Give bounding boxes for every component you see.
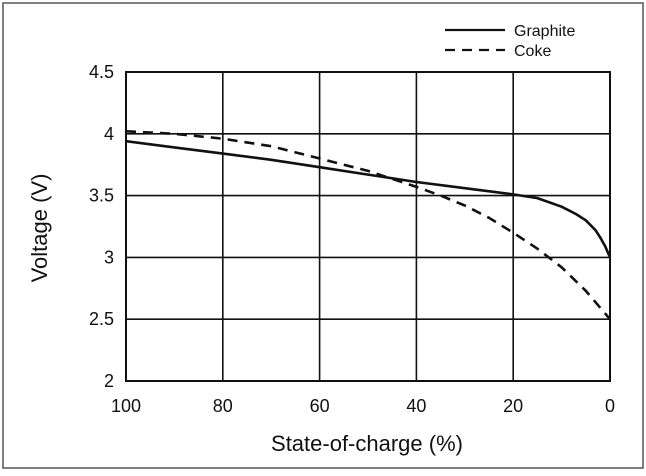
- x-tick-label: 80: [213, 396, 233, 416]
- grid-lines: [125, 71, 611, 382]
- x-tick-label: 100: [111, 396, 141, 416]
- x-tick-label: 60: [310, 396, 330, 416]
- legend-label-graphite: Graphite: [514, 23, 575, 40]
- series-lines: [125, 130, 612, 321]
- legend: Graphite Coke: [445, 23, 575, 60]
- outer-border: [2, 2, 644, 469]
- y-tick-label: 3.5: [89, 186, 114, 206]
- y-tick-label: 2: [104, 371, 114, 391]
- y-axis-label: Voltage (V): [27, 174, 52, 283]
- x-axis-label: State-of-charge (%): [271, 431, 463, 456]
- y-tick-label: 2.5: [89, 309, 114, 329]
- y-tick-label: 4.5: [89, 62, 114, 82]
- series-line-graphite: [125, 139, 612, 258]
- legend-label-coke: Coke: [514, 43, 551, 60]
- x-tick-label: 0: [605, 396, 615, 416]
- x-tick-label: 20: [503, 396, 523, 416]
- series-line-coke: [125, 130, 611, 321]
- y-tick-label: 3: [104, 247, 114, 267]
- y-tick-label: 4: [104, 124, 114, 144]
- tick-labels: 100 80 60 40 20 0 2 2.5 3 3.5 4 4.5: [89, 62, 615, 416]
- x-tick-label: 40: [406, 396, 426, 416]
- plot-border: [125, 71, 611, 382]
